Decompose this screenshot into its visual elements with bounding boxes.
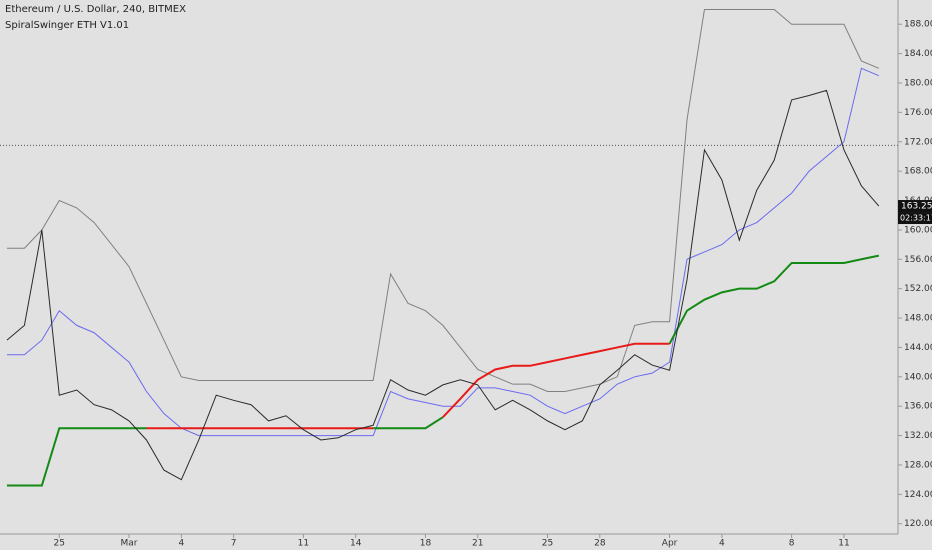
y-tick-label: 152.00 — [904, 284, 932, 294]
x-tick-label: 21 — [472, 539, 483, 549]
x-tick-label: 11 — [838, 539, 849, 549]
x-tick-label: 4 — [178, 539, 184, 549]
y-tick-label: 140.00 — [904, 372, 932, 382]
x-tick-label: 4 — [719, 539, 725, 549]
y-tick-label: 148.00 — [904, 314, 932, 324]
x-tick-label: 25 — [54, 539, 65, 549]
y-tick-label: 172.00 — [904, 137, 932, 147]
series-line — [6, 9, 880, 393]
y-tick-label: 128.00 — [904, 460, 932, 470]
y-tick-label: 184.00 — [904, 49, 932, 59]
y-tick-label: 120.00 — [904, 519, 932, 529]
x-tick-label: 8 — [789, 539, 795, 549]
y-tick-label: 188.00 — [904, 20, 932, 30]
y-tick-label: 176.00 — [904, 108, 932, 118]
y-tick-label: 144.00 — [904, 343, 932, 353]
x-tick-label: Apr — [662, 539, 678, 549]
y-tick-label: 168.00 — [904, 167, 932, 177]
series-line — [146, 342, 670, 430]
y-tick-label: 132.00 — [904, 431, 932, 441]
x-tick-label: 25 — [542, 539, 553, 549]
last-price-label: 163.25 — [901, 202, 932, 212]
x-tick-label: 14 — [350, 539, 362, 549]
series-line — [6, 67, 880, 437]
indicator-name: SpiralSwinger ETH V1.01 — [5, 20, 129, 31]
y-tick-label: 180.00 — [904, 79, 932, 89]
y-tick-label: 156.00 — [904, 255, 932, 265]
y-tick-label: 136.00 — [904, 402, 932, 412]
y-tick-label: 124.00 — [904, 490, 932, 500]
series-line — [6, 254, 880, 487]
last-price-box — [898, 200, 932, 213]
x-tick-label: Mar — [121, 539, 138, 549]
x-tick-label: 11 — [298, 539, 309, 549]
chart-title: Ethereum / U.S. Dollar, 240, BITMEX — [5, 4, 186, 15]
x-tick-label: 18 — [420, 539, 432, 549]
series-line — [6, 89, 880, 481]
y-tick-label: 160.00 — [904, 225, 932, 235]
x-tick-label: 28 — [594, 539, 606, 549]
countdown-box — [898, 212, 932, 225]
countdown-label: 02:33:17 — [900, 214, 932, 223]
x-tick-label: 7 — [231, 539, 237, 549]
